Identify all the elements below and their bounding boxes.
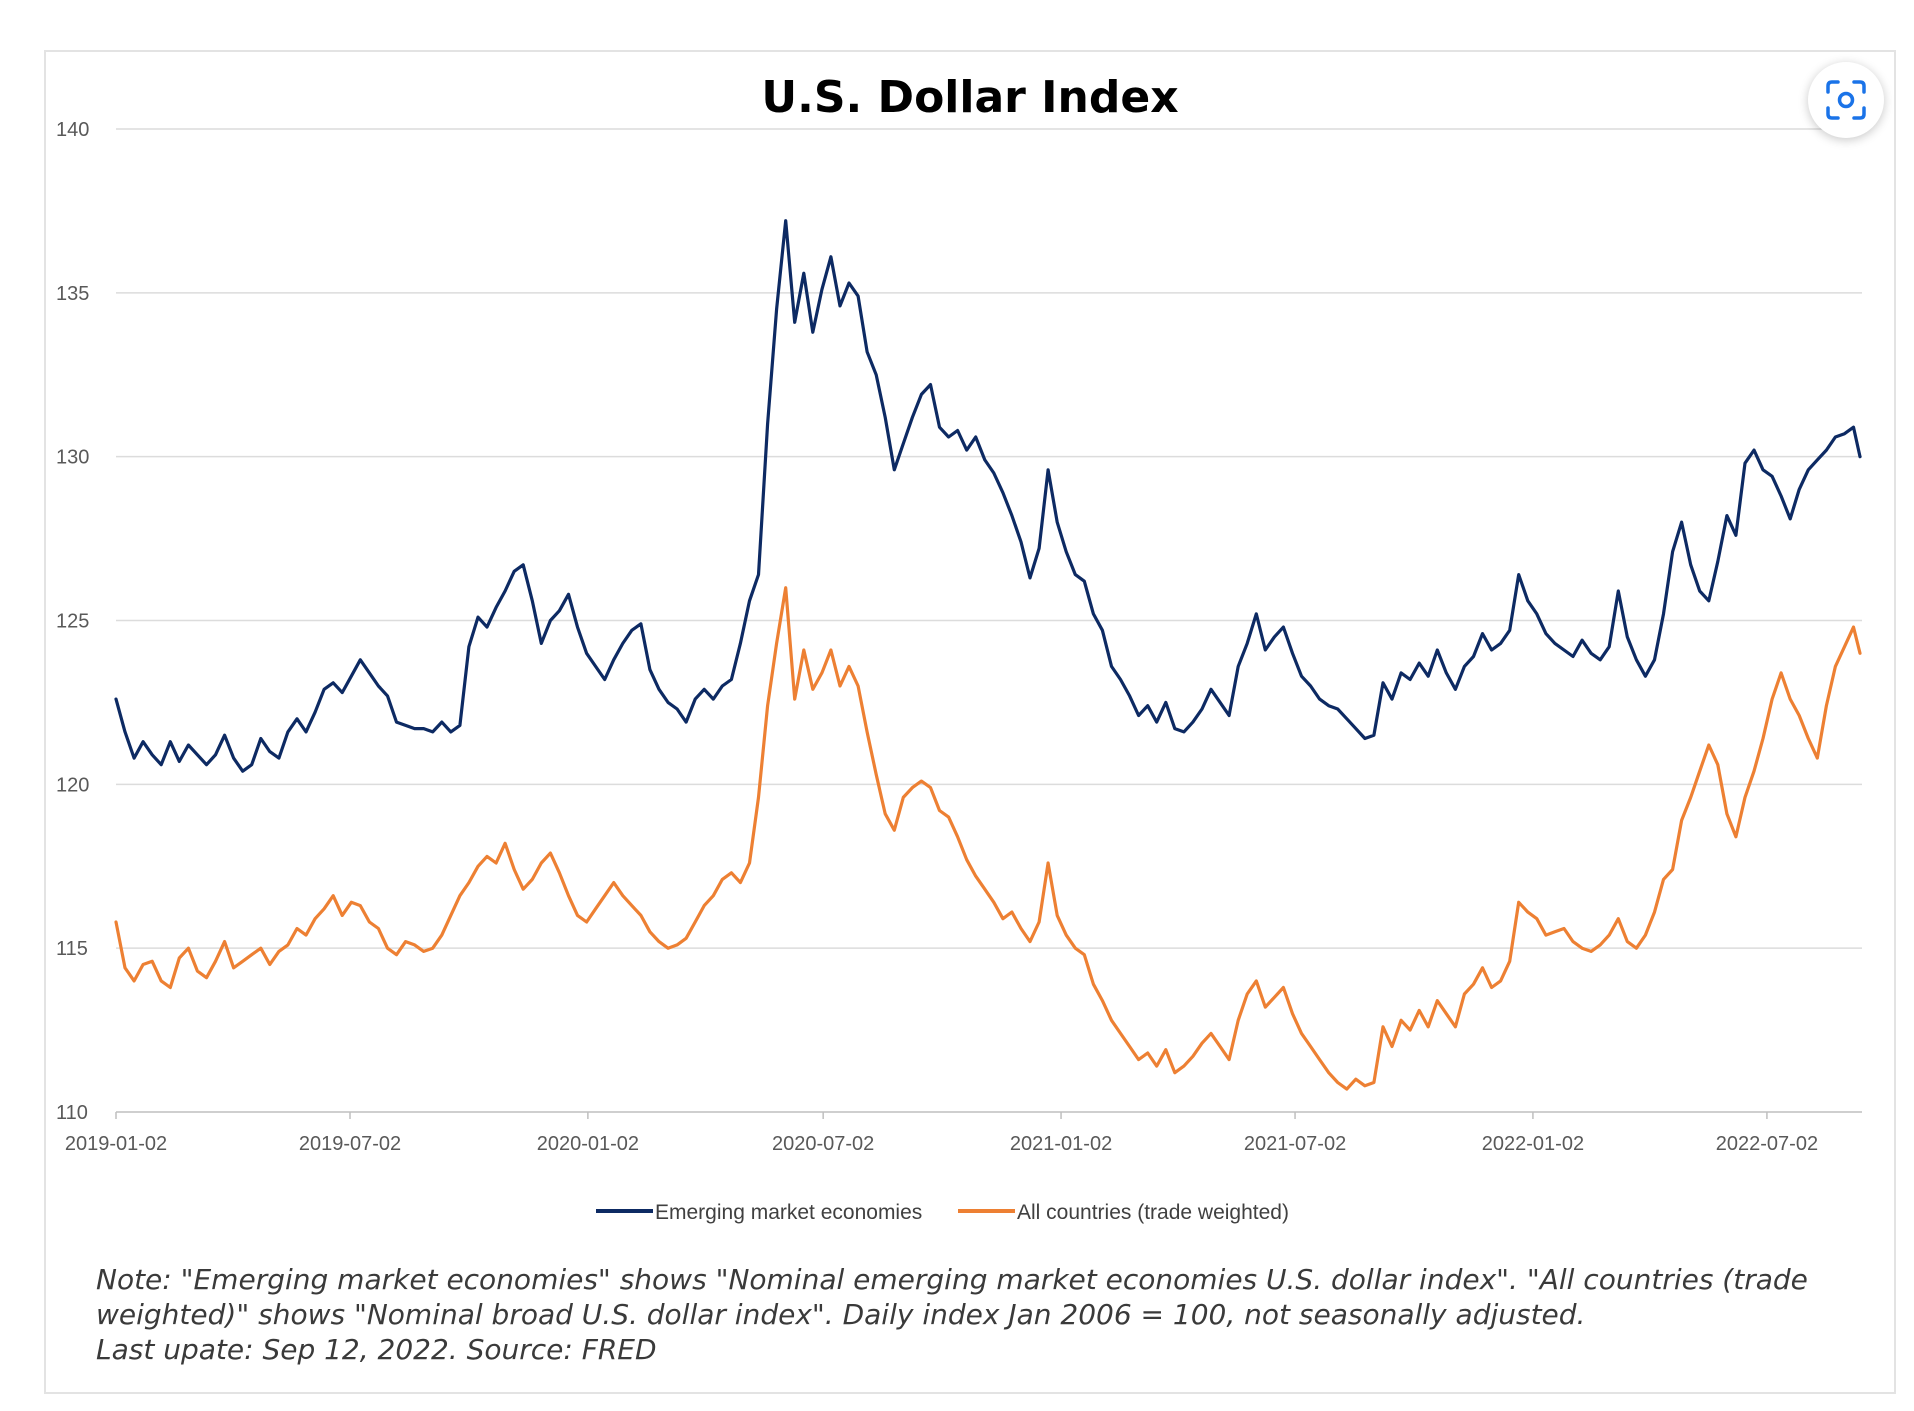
gridlines — [116, 128, 1862, 949]
series-line-all-countries — [114, 586, 1862, 1091]
note-line-3: Last upate: Sep 12, 2022. Source: FRED — [96, 1333, 657, 1366]
y-tick-label: 120 — [56, 774, 89, 796]
legend-label: All countries (trade weighted) — [1017, 1201, 1289, 1224]
legend: Emerging market economies All countries (… — [596, 1201, 1289, 1224]
x-tick-label: 2021-07-02 — [1244, 1133, 1346, 1155]
chart-title: U.S. Dollar Index — [761, 72, 1178, 123]
y-tick-label: 135 — [56, 283, 89, 305]
lens-scan-icon — [1826, 80, 1866, 120]
legend-label: Emerging market economies — [655, 1201, 922, 1224]
x-tick-label: 2020-01-02 — [537, 1133, 639, 1155]
y-tick-label: 115 — [56, 938, 88, 960]
x-tick-label: 2019-01-02 — [65, 1133, 167, 1155]
y-tick-label: 130 — [56, 447, 89, 469]
note-line-2: weighted)" shows "Nominal broad U.S. dol… — [96, 1298, 1586, 1331]
y-axis-tick-labels: 110 115 120 125 130 135 140 — [56, 119, 89, 1124]
x-axis-tick-labels: 2019-01-02 2019-07-02 2020-01-02 2020-07-02… — [65, 1133, 1818, 1155]
y-tick-label: 140 — [56, 119, 89, 141]
x-tick-label: 2019-07-02 — [299, 1133, 401, 1155]
series-line-emerging-markets — [114, 219, 1862, 773]
x-tick-label: 2022-07-02 — [1716, 1133, 1818, 1155]
visual-search-button[interactable] — [1808, 62, 1884, 138]
y-tick-label: 110 — [56, 1102, 88, 1124]
y-tick-label: 125 — [56, 611, 89, 633]
x-tick-label: 2021-01-02 — [1010, 1133, 1112, 1155]
x-axis — [115, 1111, 1862, 1119]
chart-card — [44, 50, 1896, 1394]
chart-note: Note: "Emerging market economies" shows … — [96, 1262, 1876, 1367]
note-line-1: Note: "Emerging market economies" shows … — [96, 1263, 1808, 1296]
x-tick-label: 2020-07-02 — [772, 1133, 874, 1155]
series-lines — [114, 219, 1862, 1091]
x-tick-label: 2022-01-02 — [1482, 1133, 1584, 1155]
